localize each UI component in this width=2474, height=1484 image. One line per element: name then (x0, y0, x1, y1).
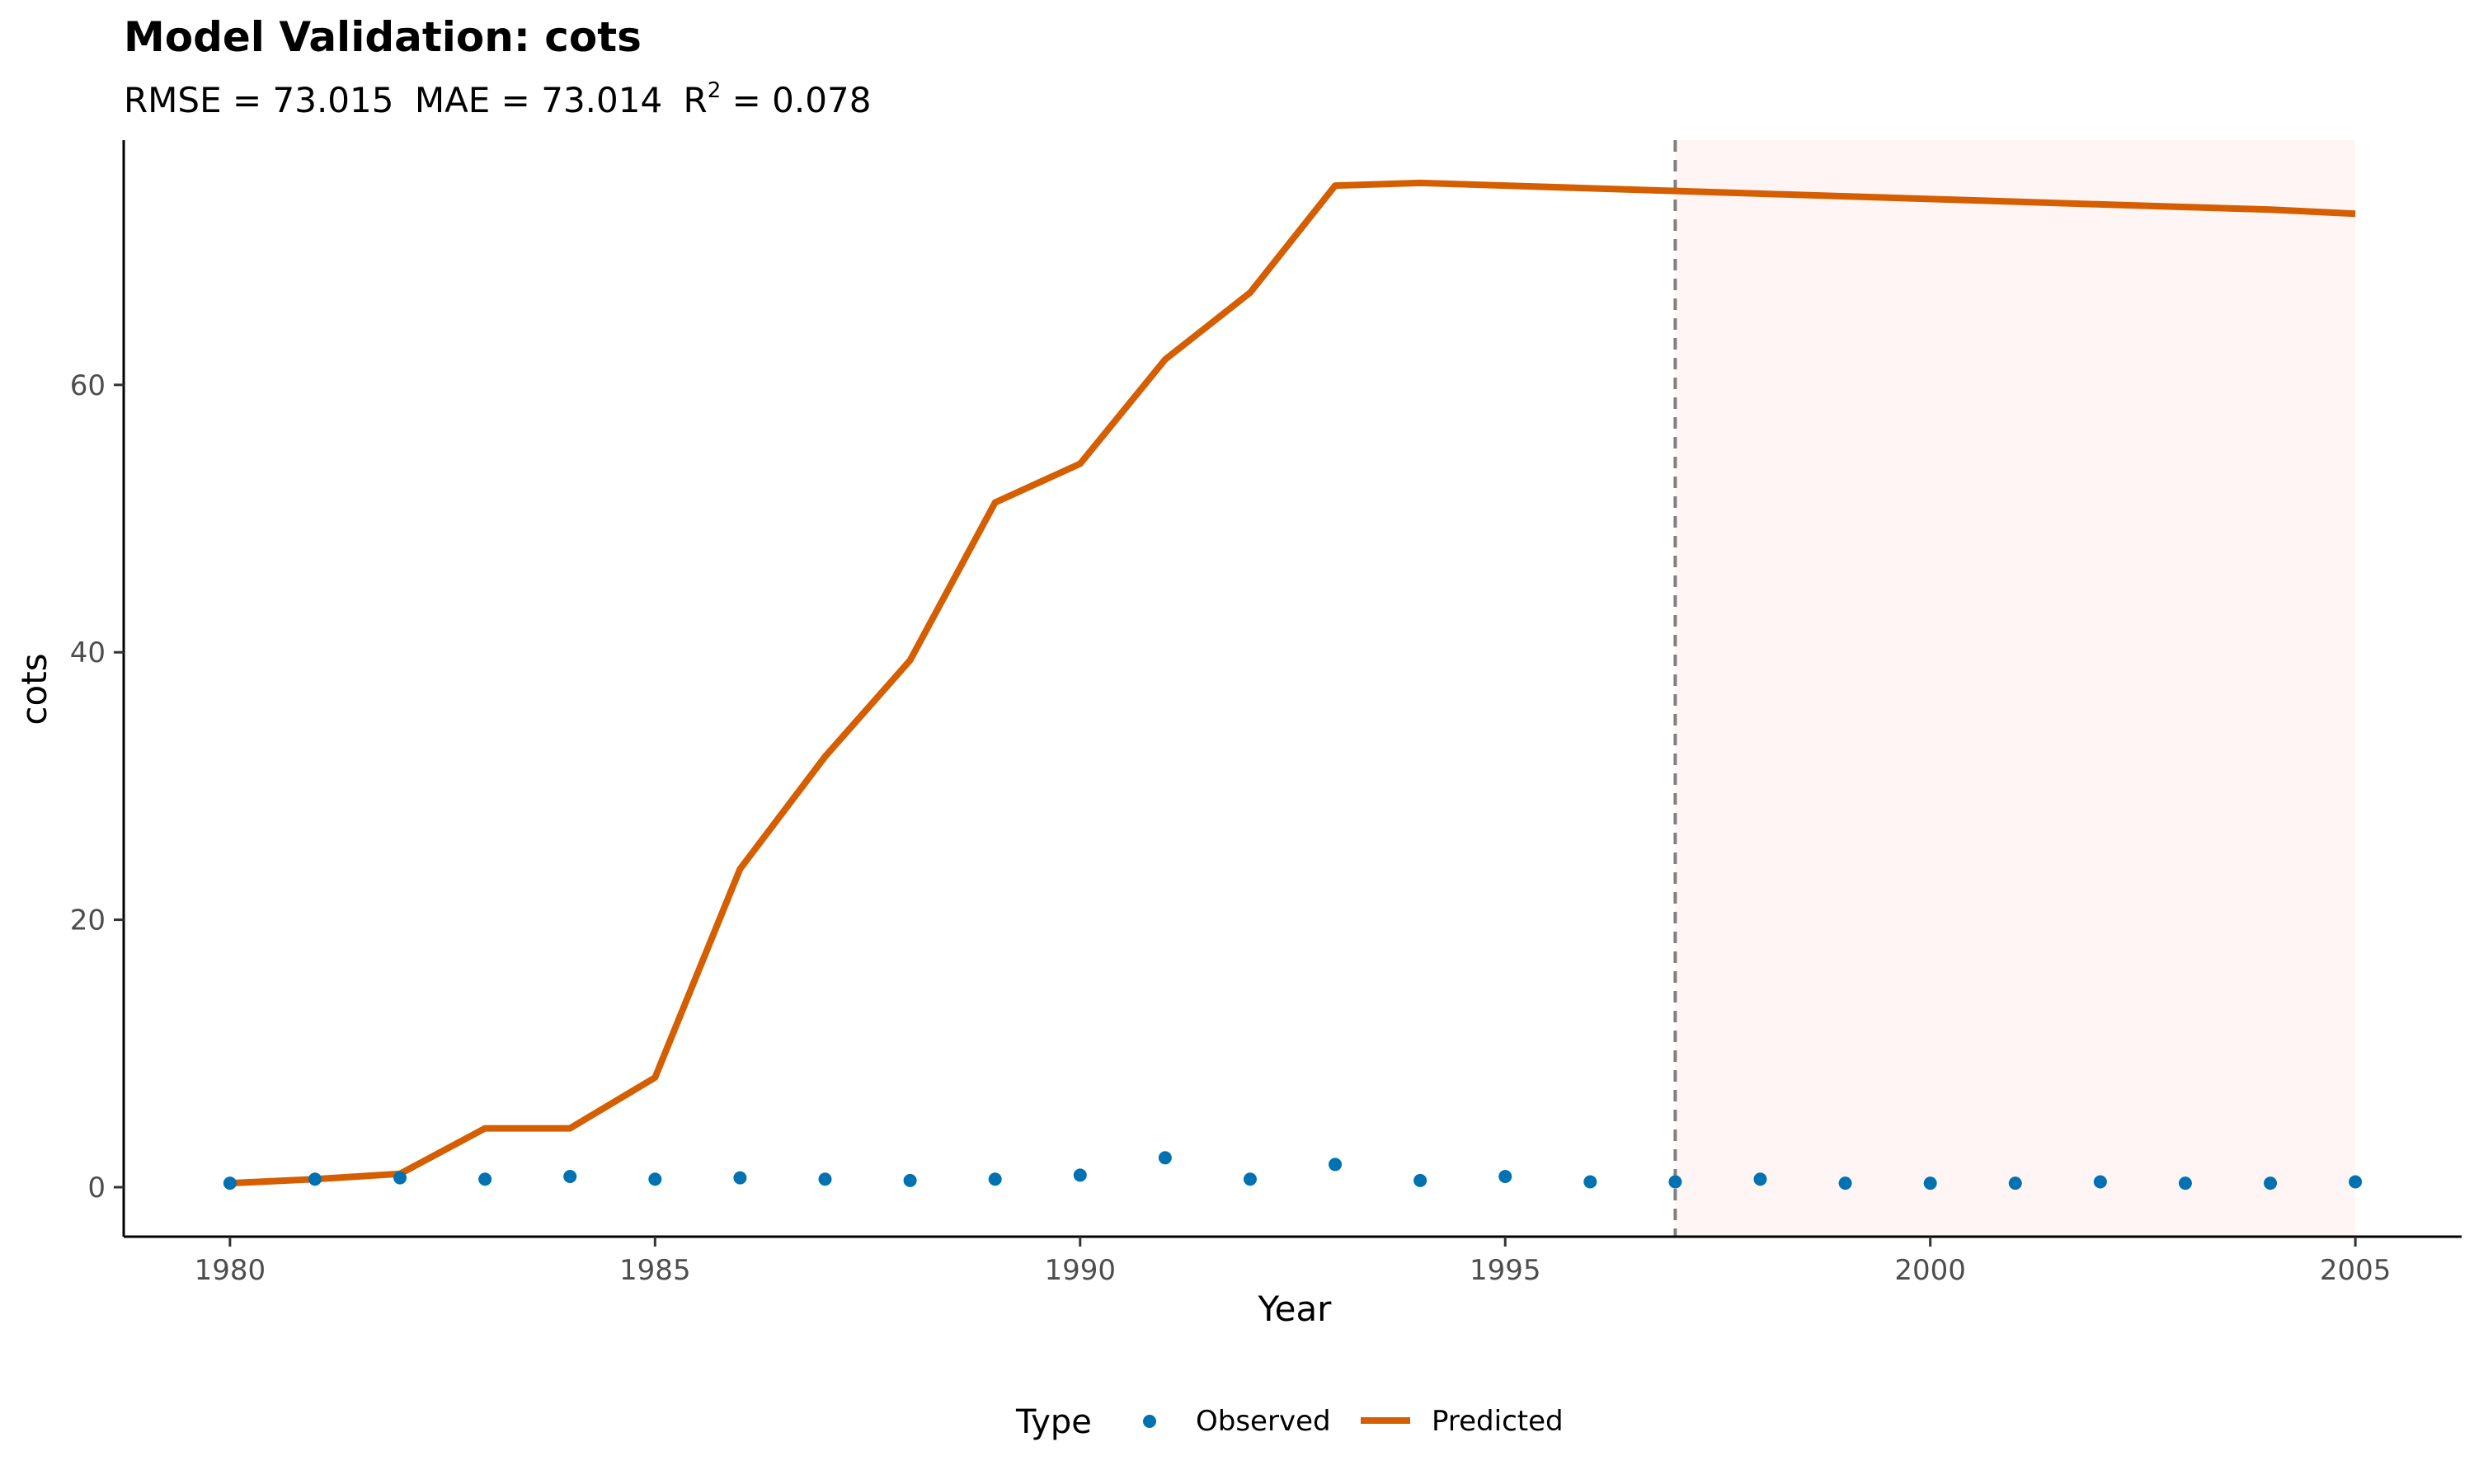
x-axis-ticks: 1980 1985 1990 1995 2000 2005 (195, 1237, 2392, 1287)
x-tick-label: 2000 (1894, 1254, 1966, 1287)
observed-point (1158, 1151, 1172, 1165)
observed-point (988, 1172, 1002, 1186)
mae-label: MAE = 73.014 (415, 80, 662, 120)
observed-point (818, 1172, 832, 1186)
observed-point (563, 1170, 577, 1184)
observed-point (903, 1173, 917, 1187)
observed-point (1329, 1158, 1343, 1172)
legend-title: Type (1015, 1403, 1092, 1441)
x-axis-title: Year (1258, 1289, 1333, 1329)
legend-observed-label: Observed (1196, 1405, 1331, 1438)
observed-series (223, 1151, 2363, 1190)
chart-title: Model Validation: cots (124, 13, 642, 61)
observed-point (308, 1172, 322, 1186)
r2-prefix: R (684, 80, 708, 120)
x-tick-label: 1995 (1470, 1254, 1541, 1287)
observed-point (2349, 1175, 2363, 1189)
r2-value: = 0.078 (721, 80, 871, 120)
y-axis-title: cots (14, 653, 54, 725)
x-tick-label: 1985 (619, 1254, 691, 1287)
legend: Type Observed Predicted (1015, 1403, 1564, 1441)
observed-point (1923, 1176, 1937, 1190)
observed-point (2093, 1175, 2107, 1189)
y-tick-label: 60 (70, 369, 106, 402)
observed-point (2264, 1176, 2278, 1190)
legend-predicted-label: Predicted (1432, 1405, 1564, 1438)
plot-area (223, 140, 2363, 1237)
observed-point (1753, 1172, 1767, 1186)
predicted-series (229, 179, 2356, 1187)
x-tick-label: 1980 (195, 1254, 266, 1287)
observed-point (223, 1176, 237, 1190)
observed-point (1413, 1173, 1427, 1187)
y-tick-label: 20 (70, 904, 106, 937)
predicted-line (229, 179, 2356, 1187)
observed-point (478, 1172, 492, 1186)
chart-subtitle: RMSE = 73.015 MAE = 73.014 R2 = 0.078 (124, 78, 871, 120)
observed-point (1073, 1168, 1087, 1182)
observed-point (2178, 1176, 2192, 1190)
observed-point (1583, 1175, 1597, 1189)
axes: 1980 1985 1990 1995 2000 2005 0 20 40 60 (70, 140, 2462, 1287)
y-tick-label: 0 (87, 1172, 106, 1205)
observed-point (648, 1172, 662, 1186)
legend-observed-key (1143, 1415, 1156, 1428)
r2-superscript: 2 (708, 78, 722, 103)
y-axis-ticks: 0 20 40 60 (70, 369, 124, 1205)
y-tick-label: 40 (70, 636, 106, 669)
observed-point (733, 1171, 747, 1185)
forecast-region (1675, 140, 2356, 1237)
observed-point (2008, 1176, 2022, 1190)
observed-point (393, 1171, 407, 1185)
x-tick-label: 1990 (1045, 1254, 1117, 1287)
observed-point (1243, 1172, 1257, 1186)
observed-point (1838, 1176, 1852, 1190)
x-tick-label: 2005 (2320, 1254, 2392, 1287)
observed-point (1668, 1175, 1682, 1189)
rmse-label: RMSE = 73.015 (124, 80, 393, 120)
observed-point (1498, 1170, 1512, 1184)
